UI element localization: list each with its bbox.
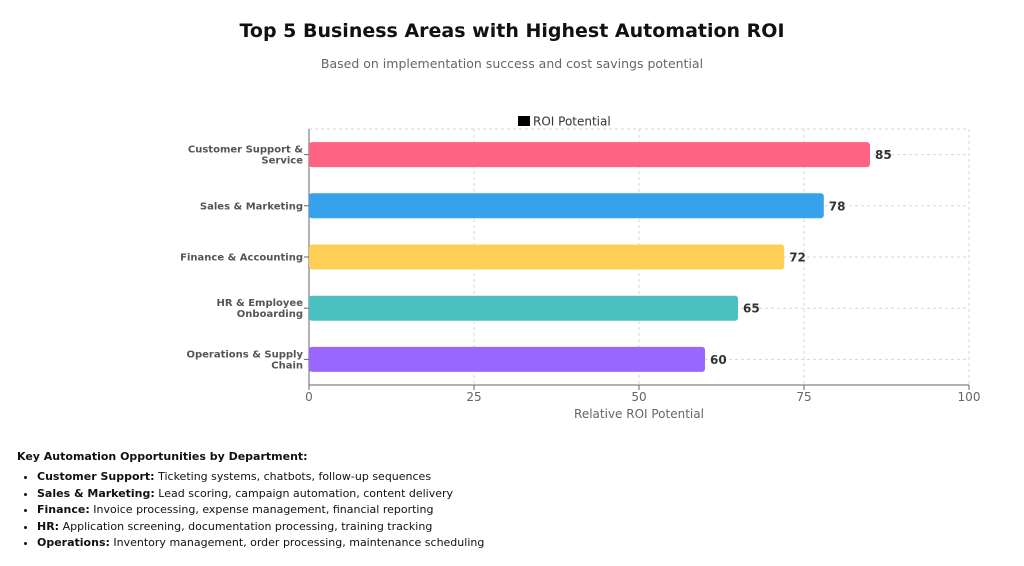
note-item-sales-marketing: Sales & Marketing: Lead scoring, campaig… (37, 487, 484, 501)
note-text: Application screening, documentation pro… (62, 519, 433, 533)
note-text: Inventory management, order processing, … (113, 536, 485, 549)
category-label-line: Sales & Marketing (200, 201, 303, 212)
category-label-line: Service (261, 156, 303, 167)
category-label: Operations & Supply Chain (186, 349, 303, 371)
chart-title: Top 5 Business Areas with Highest Automa… (239, 20, 785, 42)
category-label: Customer Support & Service (188, 145, 303, 167)
note-text: Invoice processing, expense management, … (93, 503, 434, 516)
notes-heading: Key Automation Opportunities by Departme… (17, 450, 308, 463)
note-text: Lead scoring, campaign automation, conte… (158, 486, 454, 500)
legend-label: ROI Potential (533, 115, 611, 129)
category-label-line: Finance & Accounting (180, 253, 303, 264)
note-label: Customer Support: (37, 470, 155, 483)
automation-notes: Key Automation Opportunities by Departme… (17, 450, 484, 553)
category-label: Sales & Marketing (200, 201, 303, 212)
note-label: Operations: (37, 536, 110, 549)
x-tick-label: 25 (466, 390, 481, 404)
category-label-line: Operations & Supply (186, 349, 303, 360)
note-item-customer-support: Customer Support: Ticketing systems, cha… (37, 470, 484, 484)
bar (309, 244, 785, 270)
x-tick-label: 50 (631, 390, 646, 404)
category-label-line: Onboarding (237, 309, 303, 320)
x-axis-title: Relative ROI Potential (574, 407, 704, 421)
category-label: HR & Employee Onboarding (216, 298, 303, 320)
note-text: Ticketing systems, chatbots, follow-up s… (158, 470, 432, 483)
data-label: 65 (743, 302, 760, 316)
note-item-finance: Finance: Invoice processing, expense man… (37, 503, 484, 517)
category-label-line: Customer Support & (188, 145, 303, 156)
category-label-line: HR & Employee (216, 298, 303, 309)
bar (309, 346, 705, 372)
category-label-line: Chain (271, 360, 303, 371)
x-tick-label: 0 (305, 390, 313, 404)
bar (309, 295, 738, 321)
category-label: Finance & Accounting (180, 253, 303, 264)
data-label: 85 (875, 148, 892, 162)
chart-subtitle: Based on implementation success and cost… (320, 56, 704, 71)
x-tick-label: 100 (958, 390, 981, 404)
data-label: 60 (710, 353, 727, 367)
note-label: Finance: (37, 503, 90, 516)
bar (309, 193, 824, 219)
note-label: Sales & Marketing: (37, 486, 155, 500)
roi-bar-chart: 85 Customer Support & Service 78 Sales & Mar… (180, 115, 981, 422)
data-label: 78 (829, 199, 846, 213)
data-label: 72 (789, 251, 806, 265)
note-label: HR: (37, 519, 60, 533)
note-item-hr: HR: Application screening, documentation… (37, 520, 484, 534)
bar (309, 142, 870, 168)
notes-list: Customer Support: Ticketing systems, cha… (17, 470, 484, 550)
note-item-operations: Operations: Inventory management, order … (37, 536, 484, 550)
x-tick-label: 75 (796, 390, 811, 404)
legend-swatch (518, 116, 530, 126)
